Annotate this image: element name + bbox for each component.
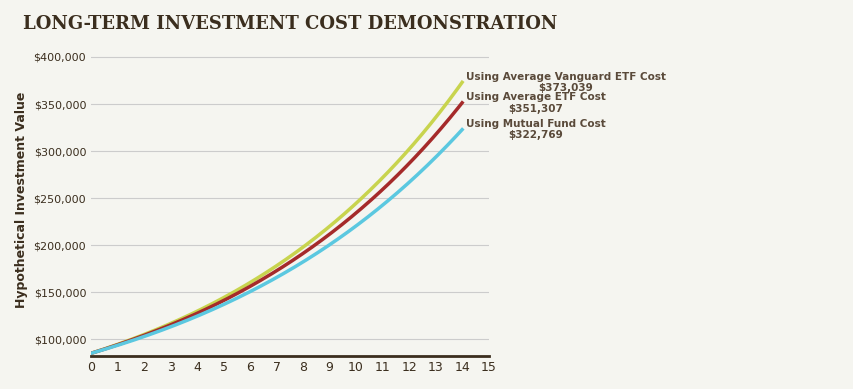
Y-axis label: Hypothetical Investment Value: Hypothetical Investment Value xyxy=(15,91,28,308)
Text: Using Average ETF Cost
$351,307: Using Average ETF Cost $351,307 xyxy=(466,92,606,114)
Title: LONG-TERM INVESTMENT COST DEMONSTRATION: LONG-TERM INVESTMENT COST DEMONSTRATION xyxy=(23,15,556,33)
Text: Using Mutual Fund Cost
$322,769: Using Mutual Fund Cost $322,769 xyxy=(466,119,605,140)
Text: Using Average Vanguard ETF Cost
$373,039: Using Average Vanguard ETF Cost $373,039 xyxy=(466,72,665,93)
